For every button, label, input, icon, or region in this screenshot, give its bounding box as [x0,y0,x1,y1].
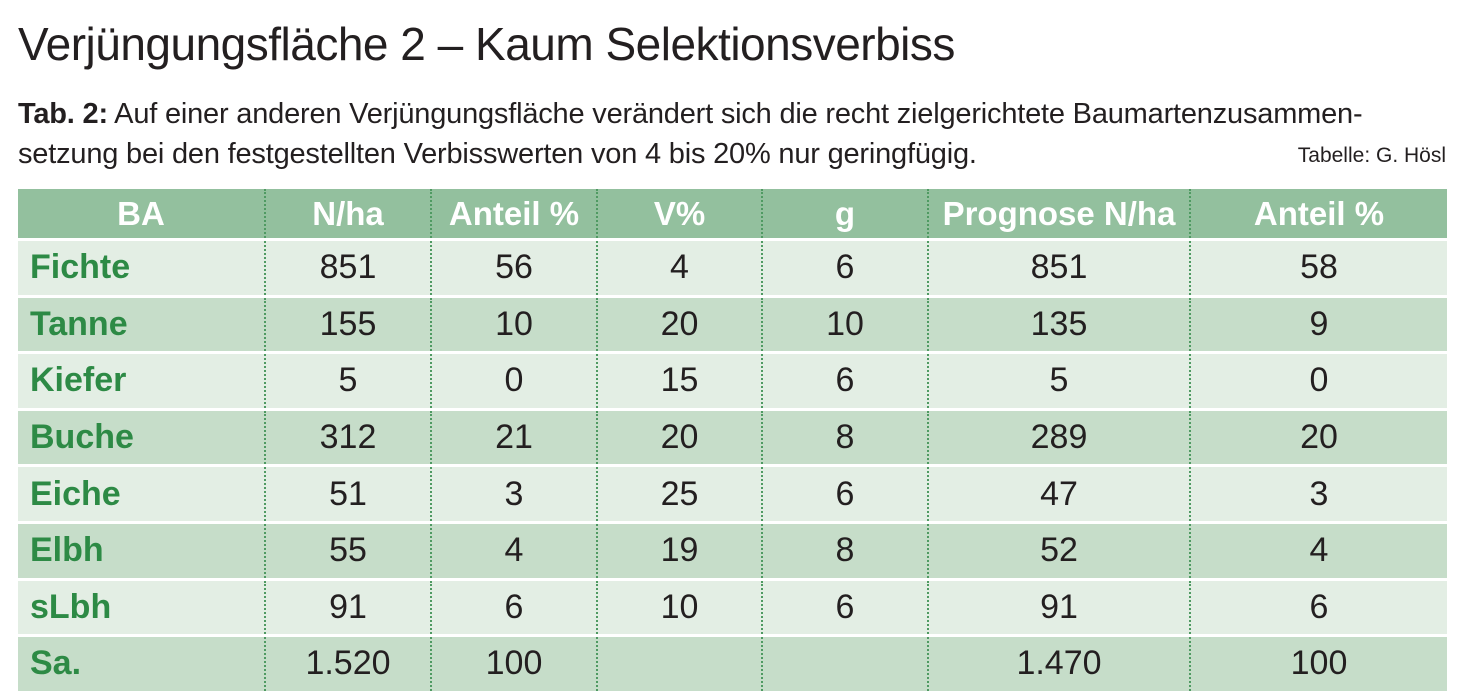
table-cell: 0 [1189,352,1447,410]
page-title: Verjüngungsfläche 2 – Kaum Selektionsver… [18,18,955,70]
species-cell: Kiefer [30,361,127,400]
table-cell: 6 [761,352,928,410]
table-cell [761,635,928,691]
table-row: Elbh 55 4 19 8 52 4 [18,522,1447,580]
header-ba: BA [117,194,165,232]
table-cell: 20 [596,296,762,353]
table-cell: 20 [596,409,762,466]
table-cell: 6 [1189,579,1447,636]
table-credit: Tabelle: G. Hösl [1297,144,1446,167]
table-cell: 9 [1189,296,1447,353]
table-cell: 51 [264,465,431,523]
table-cell: 851 [927,239,1190,297]
table-cell: 8 [761,409,928,466]
table-cell: 1.470 [927,635,1190,691]
table-row-total: Sa. 1.520 100 1.470 100 [18,635,1447,691]
table-row: sLbh 91 6 10 6 91 6 [18,579,1447,636]
table-cell: 4 [430,522,597,580]
table-cell: 5 [264,352,431,410]
table-cell: 100 [430,635,597,691]
header-prognose-anteil: Anteil % [1189,189,1447,240]
table-caption: Tab. 2: Auf einer anderen Verjüngungsflä… [18,94,1448,174]
table-cell: 289 [927,409,1190,466]
table-cell: 3 [1189,465,1447,523]
table-cell: 100 [1189,635,1447,691]
table-cell: 25 [596,465,762,523]
table-row: Eiche 51 3 25 6 47 3 [18,465,1447,523]
table-cell: 91 [927,579,1190,636]
species-cell: Buche [30,418,134,457]
table-cell: 10 [430,296,597,353]
table-cell: 58 [1189,239,1447,297]
table-cell: 3 [430,465,597,523]
header-v-percent: V% [596,189,762,240]
table-cell: 20 [1189,409,1447,466]
table-cell: 10 [761,296,928,353]
table-cell: 6 [430,579,597,636]
table-cell: 21 [430,409,597,466]
table-row: Tanne 155 10 20 10 135 9 [18,296,1447,353]
header-prognose-n-ha: Prognose N/ha [927,189,1190,240]
table-header-row: BA N/ha Anteil % V% g Prognose N/ha Ante… [18,189,1447,240]
table-cell: 5 [927,352,1190,410]
table-cell: 19 [596,522,762,580]
table-cell: 1.520 [264,635,431,691]
table-cell: 91 [264,579,431,636]
table-cell: 52 [927,522,1190,580]
table-cell: 851 [264,239,431,297]
species-cell: Sa. [30,644,82,683]
caption-text: Auf einer anderen Verjüngungsfläche verä… [18,98,1363,170]
table-cell: 47 [927,465,1190,523]
table-cell: 155 [264,296,431,353]
header-g: g [761,189,928,240]
table-cell [596,635,762,691]
table-cell: 6 [761,465,928,523]
table-row: Kiefer 5 0 15 6 5 0 [18,352,1447,410]
header-anteil: Anteil % [430,189,597,240]
data-table: BA N/ha Anteil % V% g Prognose N/ha Ante… [18,189,1447,691]
table-cell: 135 [927,296,1190,353]
table-cell: 15 [596,352,762,410]
table-cell: 4 [596,239,762,297]
caption-label: Tab. 2: [18,98,108,130]
table-cell: 8 [761,522,928,580]
table-cell: 6 [761,239,928,297]
table-cell: 6 [761,579,928,636]
table-cell: 56 [430,239,597,297]
table-cell: 0 [430,352,597,410]
species-cell: Elbh [30,531,104,570]
species-cell: Fichte [30,248,131,287]
table-cell: 10 [596,579,762,636]
table-row: Fichte 851 56 4 6 851 58 [18,239,1447,297]
table-cell: 4 [1189,522,1447,580]
species-cell: sLbh [30,587,112,626]
table-cell: 312 [264,409,431,466]
header-n-ha: N/ha [264,189,431,240]
species-cell: Eiche [30,474,121,513]
species-cell: Tanne [30,304,128,343]
table-cell: 55 [264,522,431,580]
table-row: Buche 312 21 20 8 289 20 [18,409,1447,466]
